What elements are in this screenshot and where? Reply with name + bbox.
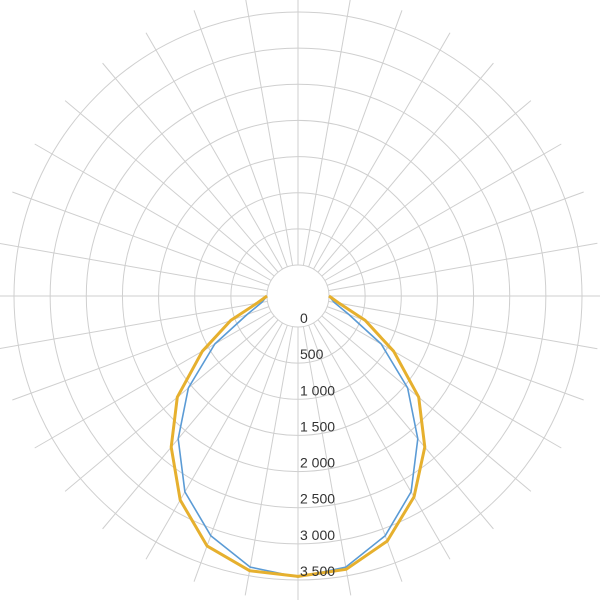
grid-spoke-250 <box>12 191 270 286</box>
grid-spoke-40 <box>317 319 494 530</box>
grid-spoke-80 <box>328 300 598 350</box>
grid-spoke-330 <box>145 322 283 560</box>
grid-spoke-190 <box>245 0 294 266</box>
radial-tick-labels: 0 500 1 000 1 500 2 000 2 500 3 000 3 500 <box>300 310 335 579</box>
radial-tick-label: 0 <box>300 310 308 326</box>
grid-spoke-320 <box>102 319 279 530</box>
radial-tick-label: 1 000 <box>300 382 335 398</box>
grid-spoke-220 <box>102 62 279 273</box>
grid-spoke-260 <box>0 242 268 292</box>
series-line-1 <box>169 294 427 578</box>
grid-spoke-20 <box>308 324 403 582</box>
grid-spoke-70 <box>326 306 584 401</box>
grid-spoke-100 <box>328 242 598 292</box>
grid-spoke-140 <box>317 62 494 273</box>
grid-spoke-200 <box>193 10 288 268</box>
grid-spoke-170 <box>302 0 351 266</box>
grid-spoke-310 <box>64 315 275 492</box>
grid-spoke-130 <box>321 100 532 277</box>
radial-tick-label: 2 500 <box>300 491 335 507</box>
grid-spoke-280 <box>0 300 268 350</box>
grid-spoke-290 <box>12 306 270 401</box>
series-layer <box>169 294 427 578</box>
grid-ring-0 <box>266 264 330 328</box>
radial-tick-label: 2 000 <box>300 455 335 471</box>
grid-spoke-210 <box>145 32 283 270</box>
grid-spoke-110 <box>326 191 584 286</box>
grid-spoke-340 <box>193 324 288 582</box>
radial-tick-label: 3 500 <box>300 563 335 579</box>
grid-spoke-150 <box>313 32 451 270</box>
grid-spoke-30 <box>313 322 451 560</box>
grid-spoke-240 <box>34 143 272 281</box>
grid-spoke-230 <box>64 100 275 277</box>
radial-tick-label: 3 000 <box>300 527 335 543</box>
grid-spoke-300 <box>34 311 272 449</box>
grid-spoke-60 <box>324 311 562 449</box>
grid-spoke-350 <box>244 326 294 596</box>
radial-tick-label: 500 <box>300 346 324 362</box>
grid-spoke-160 <box>308 10 403 268</box>
grid-spoke-120 <box>324 143 562 281</box>
grid-spoke-50 <box>321 315 532 492</box>
grid-spoke-10 <box>302 326 352 596</box>
radial-tick-label: 1 500 <box>300 418 335 434</box>
